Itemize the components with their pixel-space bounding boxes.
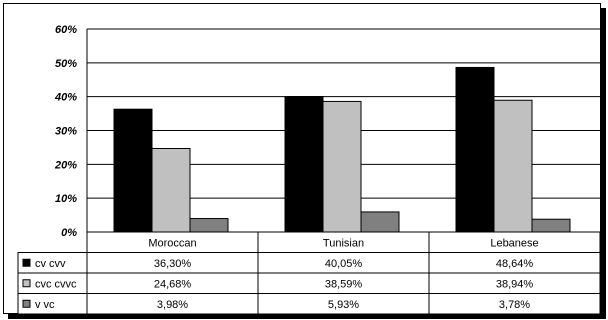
y-tick-label: 50%: [55, 58, 77, 70]
data-table: Moroccan Tunisian Lebanese cv cvv 36,30% 40,0…: [18, 232, 600, 314]
data-label: 3,78%: [499, 299, 530, 311]
y-tick-label: 0%: [61, 227, 77, 239]
legend-label: cvc cvvc: [35, 278, 77, 290]
data-label: 36,30%: [154, 258, 192, 270]
data-label: 38,94%: [496, 278, 534, 290]
category-label: Tunisian: [323, 237, 364, 249]
legend-swatch: [23, 300, 30, 307]
data-label: 3,98%: [157, 299, 188, 311]
data-label: 48,64%: [496, 258, 534, 270]
bar-3-lebanese: [532, 219, 570, 232]
category-label: Lebanese: [490, 237, 538, 249]
bar-1-lebanese: [456, 67, 494, 232]
y-tick-label: 20%: [54, 159, 77, 171]
data-label: 38,59%: [325, 278, 363, 290]
y-tick-label: 40%: [54, 92, 77, 104]
data-label: 40,05%: [325, 258, 363, 270]
bar-2-lebanese: [494, 100, 532, 232]
legend-label: v vc: [35, 299, 55, 311]
legend-swatch: [23, 280, 30, 287]
y-tick-label: 30%: [55, 126, 77, 138]
data-label: 24,68%: [154, 278, 192, 290]
y-tick-label: 10%: [55, 193, 77, 205]
bar-2-moroccan: [152, 148, 190, 232]
legend-label: cv cvv: [35, 258, 66, 270]
y-tick-label: 60%: [55, 24, 77, 36]
bar-3-tunisian: [361, 212, 399, 232]
category-label: Moroccan: [148, 237, 196, 249]
y-axis: 0% 10% 20% 30% 40% 50% 60%: [54, 24, 87, 239]
data-label: 5,93%: [328, 299, 359, 311]
bar-1-moroccan: [114, 109, 152, 232]
legend-swatch: [23, 259, 30, 266]
bar-2-tunisian: [323, 101, 361, 232]
bar-3-moroccan: [190, 219, 228, 232]
bar-1-tunisian: [285, 96, 323, 232]
